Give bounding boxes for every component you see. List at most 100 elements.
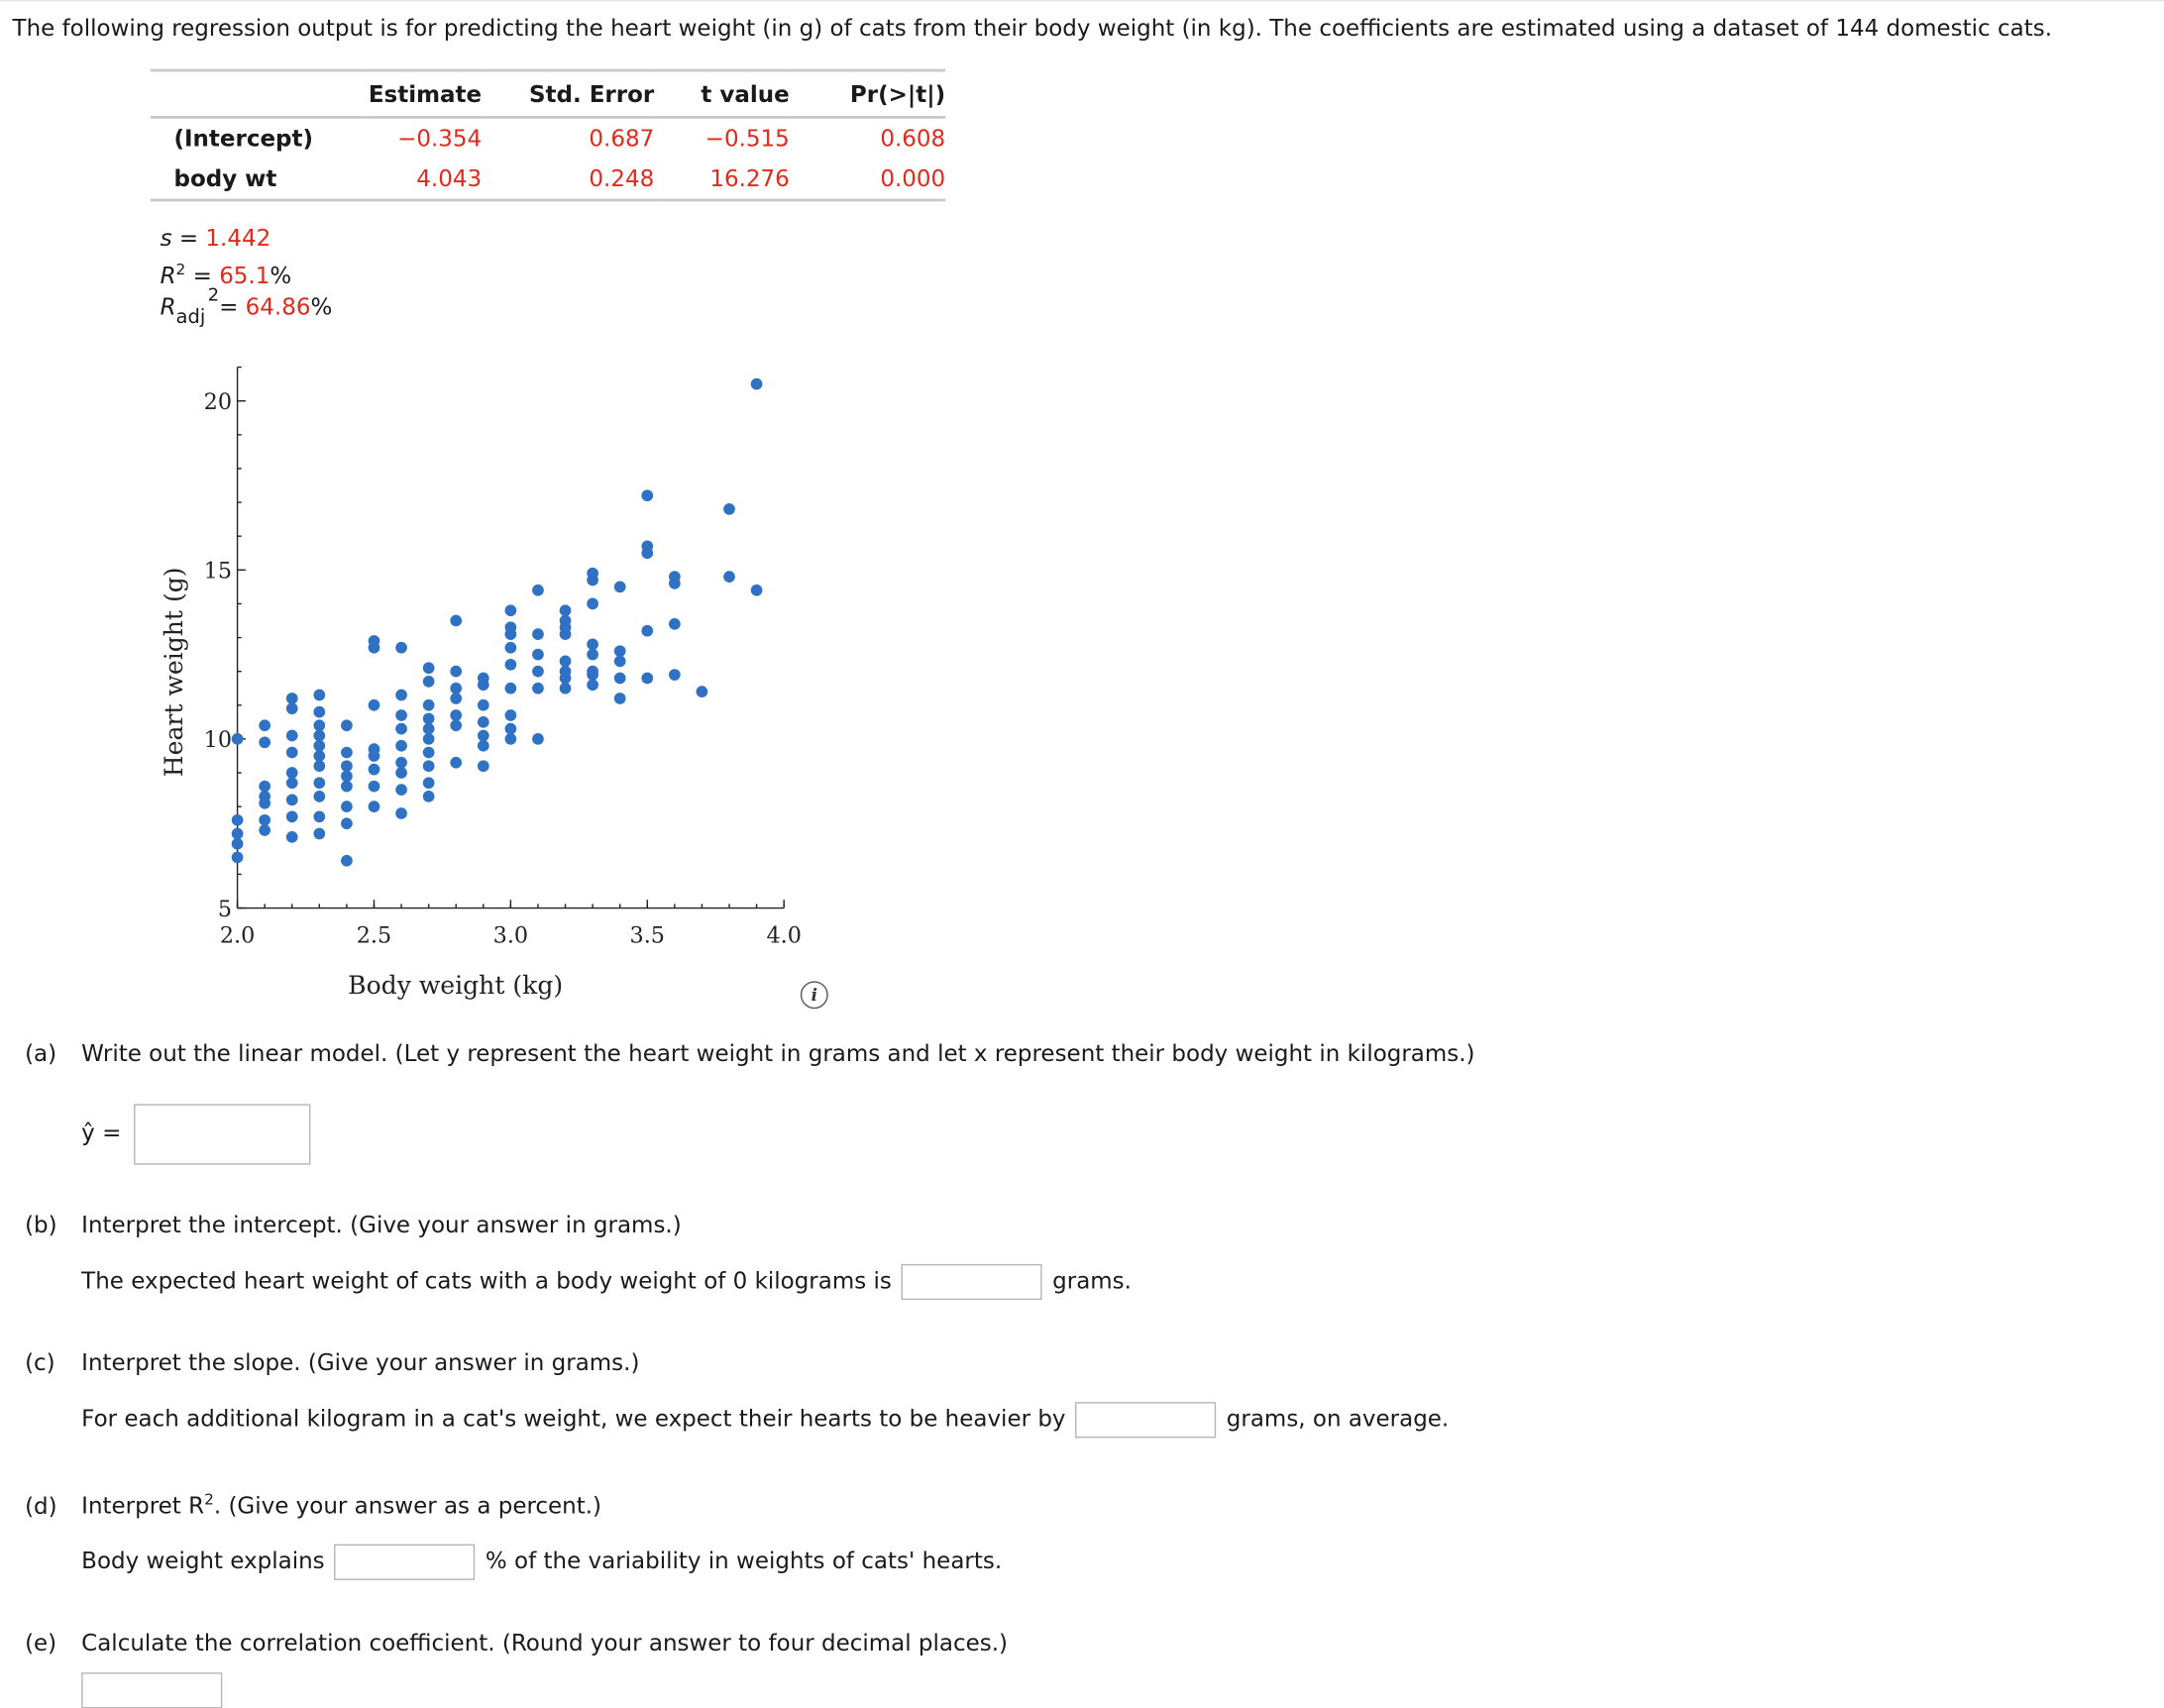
data-point (285, 831, 298, 843)
data-point (559, 604, 572, 617)
question-c-label: (c) (25, 1349, 55, 1376)
data-point (341, 760, 353, 773)
r2-eq: = (192, 263, 212, 289)
data-point (313, 689, 326, 701)
data-point (559, 682, 572, 694)
data-point (395, 722, 407, 735)
question-c-text: Interpret the slope. (Give your answer i… (81, 1349, 640, 1376)
data-point (477, 729, 489, 742)
row-label: (Intercept) (173, 125, 313, 153)
data-point (641, 489, 654, 502)
data-point (422, 746, 435, 759)
y-tick-label: 5 (218, 897, 232, 922)
data-point (532, 733, 544, 745)
data-point (504, 682, 517, 694)
data-point (313, 739, 326, 752)
x-tick-label: 3.5 (630, 922, 665, 948)
question-a: (a) Write out the linear model. (Let y re… (25, 1040, 1474, 1066)
data-point (313, 705, 326, 718)
data-point (477, 672, 489, 685)
data-point (668, 618, 681, 630)
y-tick-label: 20 (204, 389, 232, 415)
data-point (504, 658, 517, 671)
data-point (641, 624, 654, 637)
data-point (587, 648, 598, 661)
answer-c-after: grams, on average. (1226, 1405, 1450, 1433)
data-point (341, 817, 353, 830)
answer-d-before: Body weight explains (81, 1548, 325, 1574)
data-point (368, 801, 380, 813)
data-point (723, 571, 735, 583)
data-point (450, 665, 463, 678)
intercept-input[interactable] (901, 1263, 1043, 1301)
estimate-cell: −0.354 (397, 125, 483, 153)
data-point (559, 655, 572, 668)
estimate-cell: 4.043 (366, 159, 483, 202)
slope-input[interactable] (1075, 1402, 1217, 1439)
data-point (285, 693, 298, 704)
radj-sup: 2 (207, 285, 220, 307)
data-point (450, 682, 463, 694)
x-tick-label: 2.5 (357, 922, 391, 948)
data-point (477, 715, 489, 728)
data-point (395, 767, 407, 779)
data-point (259, 780, 271, 793)
data-point (422, 722, 435, 735)
data-point (587, 665, 598, 678)
info-icon[interactable]: i (800, 981, 828, 1010)
question-b: (b) Interpret the intercept. (Give your a… (25, 1212, 682, 1237)
question-d-suffix: . (Give your answer as a percent.) (213, 1492, 602, 1519)
table-header-row: Estimate Std. Error t value Pr(>|t|) (150, 68, 946, 119)
answer-b-before: The expected heart weight of cats with a… (81, 1267, 892, 1294)
data-point (231, 851, 244, 864)
question-e: (e) Calculate the correlation coefficient… (25, 1630, 1008, 1655)
data-point (313, 729, 326, 742)
data-point (259, 719, 271, 732)
data-point (613, 581, 626, 593)
x-axis-label: Body weight (kg) (348, 971, 563, 1000)
data-point (341, 780, 353, 793)
r2-label: R (160, 263, 176, 289)
data-point (285, 746, 298, 759)
data-point (504, 621, 517, 634)
data-point (368, 635, 380, 647)
data-point (395, 739, 407, 752)
data-point (422, 733, 435, 745)
data-point (422, 791, 435, 802)
linear-model-input[interactable] (134, 1104, 311, 1165)
data-point (285, 794, 298, 806)
data-point (313, 810, 326, 823)
data-point (313, 777, 326, 790)
data-point (341, 770, 353, 783)
data-point (450, 719, 463, 732)
header-p-value: Pr(>|t|) (789, 68, 946, 119)
answer-a: ŷ = (81, 1104, 311, 1165)
data-point (532, 682, 544, 694)
x-tick-label: 4.0 (766, 922, 800, 948)
answer-c-before: For each additional kilogram in a cat's … (81, 1405, 1066, 1433)
radj-label: R (160, 293, 176, 321)
data-point (668, 669, 681, 681)
std-error-cell: 0.248 (482, 159, 655, 202)
data-point (422, 712, 435, 725)
question-b-text: Interpret the intercept. (Give your answ… (81, 1211, 682, 1238)
data-point (259, 824, 271, 836)
header-t-value: t value (654, 68, 790, 119)
data-point (613, 693, 626, 704)
data-point (641, 540, 654, 553)
data-point (613, 655, 626, 668)
correlation-input[interactable] (81, 1672, 223, 1708)
s-label: s = (160, 225, 199, 252)
question-d-label: (d) (25, 1492, 57, 1519)
question-a-label: (a) (25, 1040, 57, 1067)
answer-d-after: % of the variability in weights of cats'… (485, 1548, 1003, 1574)
data-point (668, 571, 681, 583)
data-point (559, 665, 572, 678)
std-error-cell: 0.687 (589, 125, 655, 153)
x-tick-label: 2.0 (220, 922, 255, 948)
s-stat: s = 1.442 (161, 225, 271, 251)
data-point (504, 604, 517, 617)
data-point (422, 662, 435, 675)
r-squared-input[interactable] (334, 1544, 476, 1580)
